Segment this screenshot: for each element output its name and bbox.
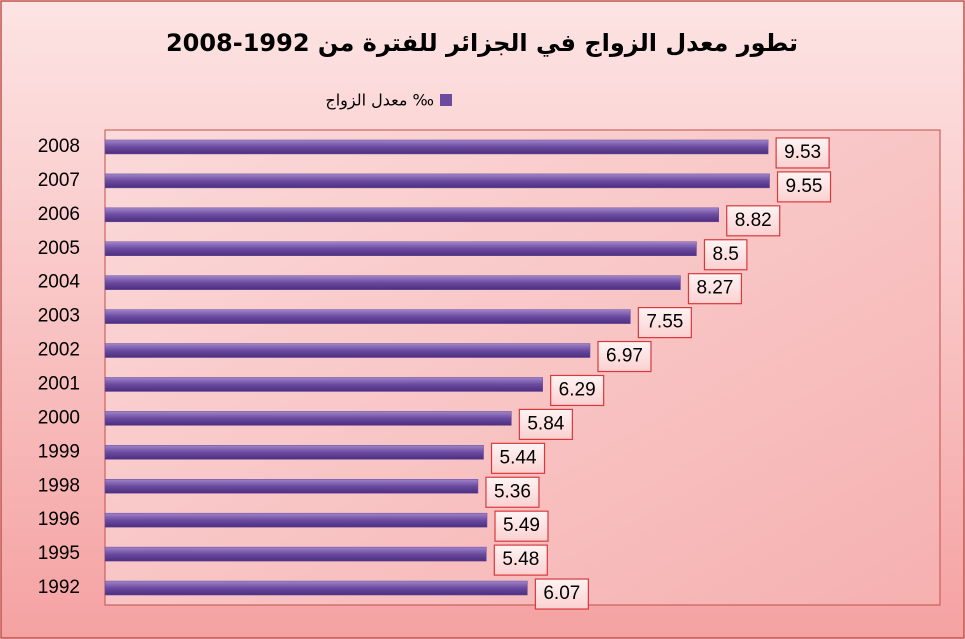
data-label-box — [518, 408, 573, 440]
data-label-box — [776, 171, 832, 203]
data-label-box — [485, 476, 540, 508]
data-label: 6.29 — [559, 379, 596, 400]
bar — [104, 512, 488, 528]
y-tick-label: 1998 — [38, 475, 80, 496]
bar — [104, 309, 631, 324]
data-label-box — [490, 442, 546, 474]
y-tick-label: 2008 — [38, 136, 80, 157]
bar — [104, 479, 479, 494]
data-label-box — [597, 340, 652, 373]
data-label-box — [637, 307, 692, 339]
data-label: 5.44 — [500, 447, 537, 468]
data-label-box — [775, 137, 830, 169]
y-tick-label: 2001 — [38, 373, 80, 394]
bar — [104, 207, 719, 223]
bar — [104, 580, 528, 596]
data-label: 5.48 — [502, 549, 539, 570]
data-label: 5.49 — [503, 515, 540, 536]
data-label: 9.53 — [784, 142, 821, 163]
y-tick-label: 1995 — [38, 543, 80, 564]
y-tick-label: 1996 — [38, 509, 80, 530]
data-label-box — [494, 510, 549, 542]
data-label: 9.55 — [786, 176, 823, 197]
data-label: 6.97 — [606, 346, 643, 367]
legend-swatch — [440, 94, 452, 106]
y-tick-label: 2003 — [38, 306, 80, 327]
bar — [104, 343, 591, 358]
data-label-box — [550, 374, 605, 407]
bar — [104, 546, 487, 562]
data-label-box — [493, 544, 548, 576]
bar — [104, 241, 697, 256]
data-label: 6.07 — [543, 583, 580, 604]
y-tick-label: 2002 — [38, 340, 80, 361]
chart-title: تطور معدل الزواج في الجزائر للفترة من 19… — [166, 29, 798, 57]
y-tick-label: 2000 — [38, 407, 80, 428]
bar — [104, 411, 512, 426]
y-tick-label: 1992 — [38, 577, 80, 598]
data-label: 8.5 — [712, 244, 738, 265]
y-tick-label: 2004 — [38, 272, 81, 293]
legend-label: معدل الزواج ‰ — [325, 91, 434, 111]
bar — [104, 139, 769, 155]
data-label: 8.27 — [696, 278, 733, 299]
y-tick-label: 2006 — [38, 204, 80, 225]
data-label: 5.36 — [494, 481, 531, 502]
bar — [104, 445, 484, 460]
data-label-box — [703, 239, 748, 271]
data-label: 8.82 — [735, 210, 772, 231]
data-label: 7.55 — [646, 312, 683, 333]
y-tick-label: 2005 — [38, 238, 80, 259]
bar — [104, 275, 681, 290]
data-label-box — [534, 578, 589, 610]
y-tick-label: 1999 — [38, 441, 80, 462]
data-label-box — [687, 273, 743, 305]
bar — [104, 377, 543, 392]
bar — [104, 173, 770, 189]
data-label-box — [726, 205, 781, 237]
y-tick-label: 2007 — [38, 170, 80, 191]
data-label: 5.84 — [527, 413, 564, 434]
